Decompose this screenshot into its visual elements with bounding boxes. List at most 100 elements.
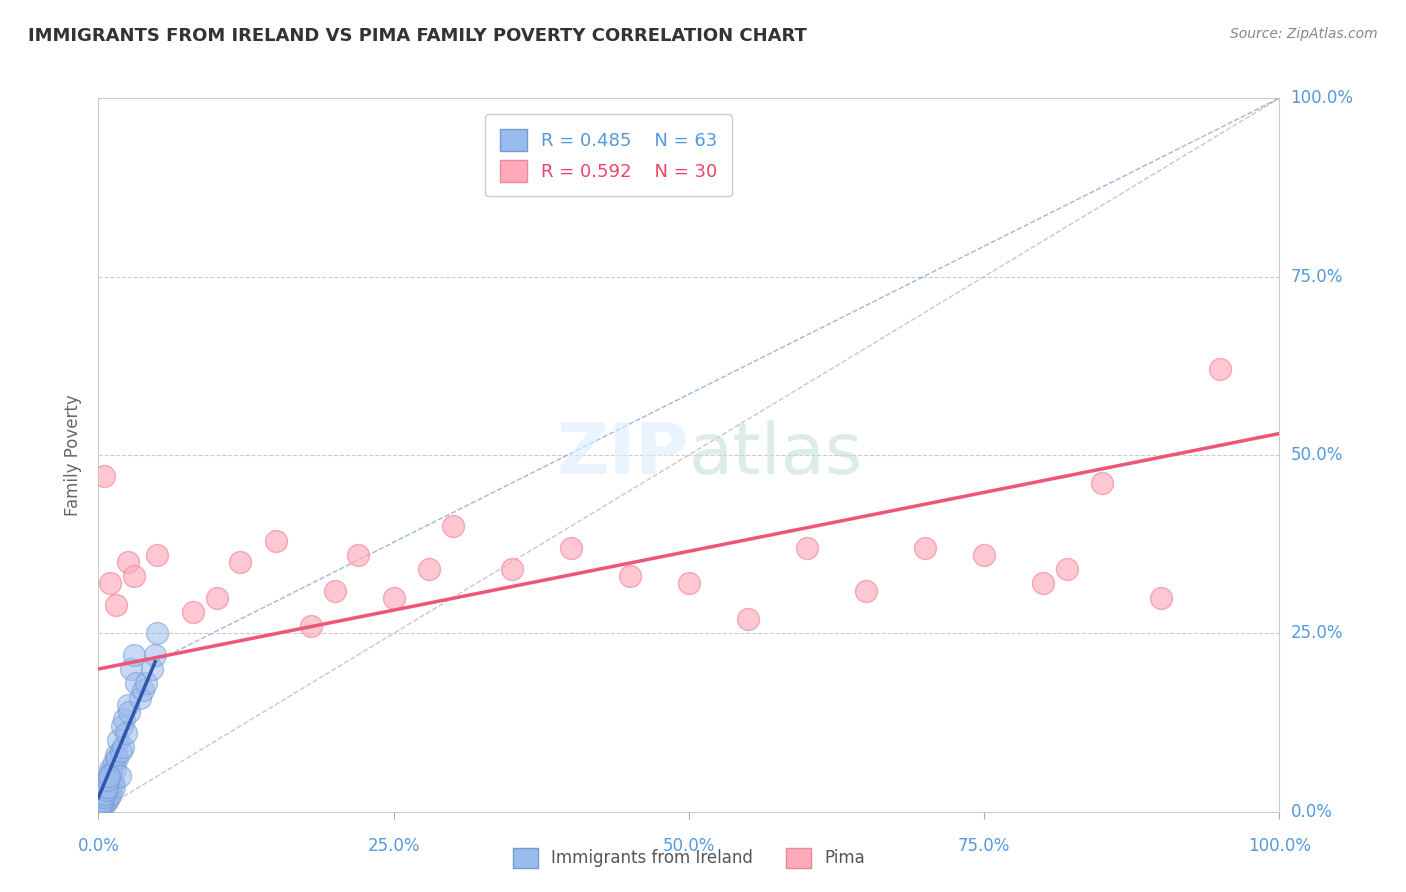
Point bbox=[93, 787, 115, 801]
Point bbox=[107, 733, 129, 747]
Point bbox=[108, 769, 131, 783]
Point bbox=[97, 772, 120, 787]
Point bbox=[143, 648, 166, 662]
Point bbox=[94, 790, 117, 805]
Point bbox=[205, 591, 228, 605]
Point bbox=[181, 605, 204, 619]
Point bbox=[96, 783, 118, 797]
Point bbox=[299, 619, 322, 633]
Point bbox=[91, 790, 114, 805]
Point bbox=[146, 548, 169, 562]
Point bbox=[97, 787, 120, 801]
Point bbox=[1150, 591, 1173, 605]
Point bbox=[105, 598, 128, 612]
Point bbox=[98, 576, 121, 591]
Point bbox=[98, 762, 121, 776]
Point bbox=[91, 794, 114, 808]
Text: 0.0%: 0.0% bbox=[1291, 803, 1333, 821]
Point bbox=[93, 797, 115, 812]
Point bbox=[1056, 562, 1078, 576]
Text: 75.0%: 75.0% bbox=[1291, 268, 1343, 285]
Point bbox=[90, 797, 112, 812]
Point bbox=[91, 790, 114, 805]
Point bbox=[560, 541, 582, 555]
Point bbox=[141, 662, 163, 676]
Text: 25.0%: 25.0% bbox=[1291, 624, 1343, 642]
Point bbox=[98, 790, 121, 805]
Point bbox=[111, 719, 134, 733]
Point bbox=[128, 690, 150, 705]
Point bbox=[117, 555, 139, 569]
Text: 25.0%: 25.0% bbox=[367, 837, 420, 855]
Point bbox=[973, 548, 995, 562]
Text: ZIP: ZIP bbox=[557, 420, 689, 490]
Point bbox=[100, 765, 122, 780]
Point bbox=[112, 740, 135, 755]
Point bbox=[94, 787, 117, 801]
Point bbox=[118, 705, 141, 719]
Point bbox=[90, 797, 112, 812]
Point bbox=[89, 797, 111, 812]
Point bbox=[1032, 576, 1054, 591]
Point bbox=[98, 780, 121, 794]
Point bbox=[146, 626, 169, 640]
Point bbox=[98, 769, 121, 783]
Point bbox=[105, 751, 128, 765]
Point bbox=[93, 790, 115, 805]
Point bbox=[418, 562, 440, 576]
Point bbox=[117, 698, 139, 712]
Text: IMMIGRANTS FROM IRELAND VS PIMA FAMILY POVERTY CORRELATION CHART: IMMIGRANTS FROM IRELAND VS PIMA FAMILY P… bbox=[28, 27, 807, 45]
Point bbox=[93, 794, 115, 808]
Text: 75.0%: 75.0% bbox=[957, 837, 1011, 855]
Point bbox=[94, 783, 117, 797]
Point bbox=[114, 726, 136, 740]
Point bbox=[96, 790, 118, 805]
Point bbox=[90, 794, 112, 808]
Point bbox=[93, 469, 115, 483]
Point bbox=[105, 747, 128, 762]
Text: 100.0%: 100.0% bbox=[1249, 837, 1310, 855]
Text: 50.0%: 50.0% bbox=[1291, 446, 1343, 464]
Point bbox=[1209, 362, 1232, 376]
Point bbox=[91, 797, 114, 812]
Point bbox=[104, 762, 127, 776]
Point bbox=[914, 541, 936, 555]
Text: Source: ZipAtlas.com: Source: ZipAtlas.com bbox=[1230, 27, 1378, 41]
Text: 100.0%: 100.0% bbox=[1291, 89, 1354, 107]
Point bbox=[737, 612, 759, 626]
Point bbox=[229, 555, 252, 569]
Legend: Immigrants from Ireland, Pima: Immigrants from Ireland, Pima bbox=[506, 841, 872, 875]
Point bbox=[796, 541, 818, 555]
Point bbox=[91, 794, 114, 808]
Point bbox=[264, 533, 287, 548]
Text: 0.0%: 0.0% bbox=[77, 837, 120, 855]
Point bbox=[135, 676, 157, 690]
Point bbox=[103, 755, 125, 769]
Point bbox=[122, 569, 145, 583]
Point bbox=[110, 744, 132, 758]
Point bbox=[382, 591, 405, 605]
Point bbox=[103, 780, 125, 794]
Point bbox=[94, 780, 117, 794]
Text: 50.0%: 50.0% bbox=[662, 837, 716, 855]
Point bbox=[619, 569, 641, 583]
Point bbox=[100, 787, 122, 801]
Point bbox=[91, 790, 114, 805]
Point bbox=[125, 676, 148, 690]
Point bbox=[91, 783, 114, 797]
Point bbox=[98, 769, 121, 783]
Point bbox=[132, 683, 155, 698]
Point bbox=[112, 712, 135, 726]
Point bbox=[97, 776, 120, 790]
Point bbox=[98, 772, 121, 787]
Point bbox=[855, 583, 877, 598]
Point bbox=[441, 519, 464, 533]
Point bbox=[93, 787, 115, 801]
Point bbox=[501, 562, 523, 576]
Point bbox=[122, 648, 145, 662]
Point bbox=[121, 662, 143, 676]
Text: atlas: atlas bbox=[689, 420, 863, 490]
Point bbox=[91, 787, 114, 801]
Point bbox=[1091, 476, 1114, 491]
Point bbox=[96, 780, 118, 794]
